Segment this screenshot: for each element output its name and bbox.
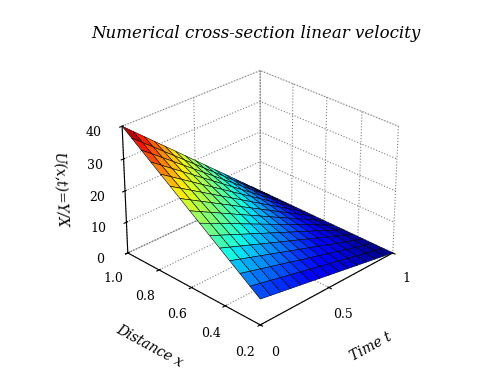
- Y-axis label: Distance x: Distance x: [114, 323, 186, 370]
- X-axis label: Time t: Time t: [348, 329, 394, 363]
- Title: Numerical cross-section linear velocity: Numerical cross-section linear velocity: [92, 25, 421, 42]
